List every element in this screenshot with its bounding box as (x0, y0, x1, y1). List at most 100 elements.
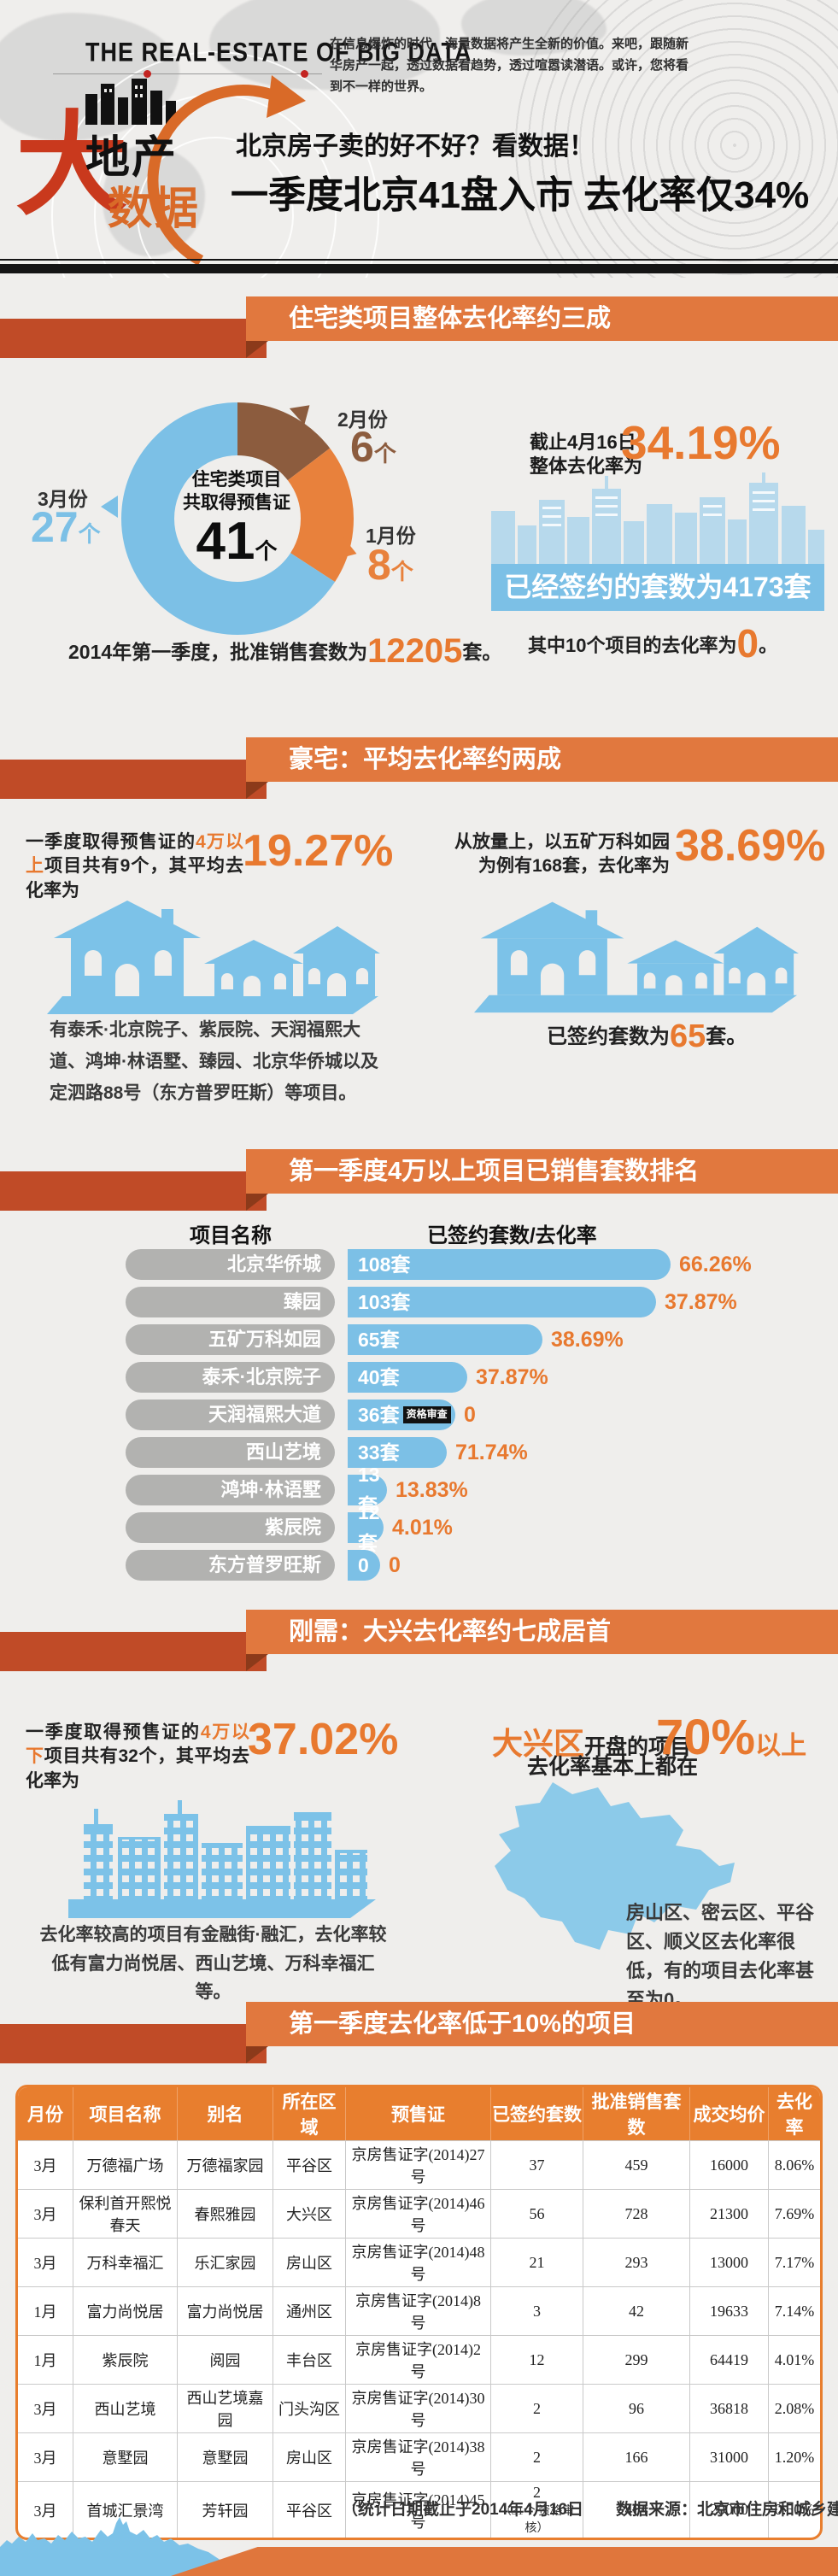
city-skyline-illustration (68, 1800, 376, 1918)
table-row: 3月 西山艺境 西山艺境嘉园 门头沟区 京房售证字(2014)30号 2 96 36818 2.… (18, 2384, 820, 2432)
table-cell: 房山区 (273, 2432, 346, 2481)
project-name-pill: 西山艺境 (126, 1437, 335, 1468)
ranking-row: 泰禾·北京院子 40套 37.87% (126, 1362, 826, 1393)
table-cell: 13000 (690, 2238, 769, 2286)
signed-units-bar: 12套 (348, 1501, 384, 1554)
approved-units-note: 2014年第一季度，批准销售套数为12205套。 (68, 632, 502, 670)
table-cell: 3月 (18, 2189, 73, 2238)
text-globe-decoration (513, 0, 838, 278)
table-cell: 万德福家园 (178, 2140, 273, 2189)
absorption-rate-label: 71.74% (455, 1440, 528, 1464)
table-cell: 富力尚悦居 (73, 2286, 178, 2335)
zero-rate-note: 其中10个项目的去化率为0。 (528, 621, 778, 666)
table-cell: 2.08% (769, 2384, 820, 2432)
ribbon-fold (246, 1194, 268, 1211)
table-cell: 通州区 (273, 2286, 346, 2335)
table-col-header: 批准销售套数 (583, 2087, 690, 2140)
table-cell: 房山区 (273, 2238, 346, 2286)
table-cell: 64419 (690, 2335, 769, 2384)
donut-slice-3月份 (121, 402, 354, 635)
table-row: 1月 紫辰院 阅园 丰台区 京房售证字(2014)2号 12 299 64419 4.01% (18, 2335, 820, 2384)
ribbon-tail (0, 760, 267, 799)
daxing-lead-line1: 大兴区开盘的项目 (492, 1726, 692, 1761)
signed-units-band: 已经签约的套数为4173套 (491, 564, 824, 611)
slice-label-feb: 2月份 (337, 408, 388, 431)
worldmap-blob (461, 0, 607, 56)
signed-units-value: 65 (670, 1018, 706, 1054)
city-buildings-icon (85, 79, 176, 125)
signed-units-bar: 40套 (348, 1362, 467, 1393)
presale-permits-donut-chart (120, 402, 355, 636)
section2-title: 豪宅：平均去化率约两成 (246, 737, 838, 782)
houses-illustration (47, 901, 380, 1014)
table-row: 1月 富力尚悦居 富力尚悦居 通州区 京房售证字(2014)8号 3 42 19633 7.14… (18, 2286, 820, 2335)
table-col-header: 月份 (18, 2087, 73, 2140)
absorption-rate-label: 66.26% (679, 1252, 752, 1276)
absorption-rate-label: 0 (464, 1402, 476, 1427)
mass-market-caption: 去化率较高的项目有金融街·融汇，去化率较低有富力尚悦居、西山艺境、万科幸福汇等。 (39, 1925, 387, 2003)
signed-units-bar: 33套 (348, 1437, 447, 1468)
donut-slice-1月份 (121, 402, 354, 635)
table-cell: 36818 (690, 2384, 769, 2432)
table-cell: 404 (583, 2481, 690, 2538)
bottom-orange-band (171, 2547, 838, 2576)
absorption-rate-label: 4.01% (392, 1515, 453, 1540)
ribbon-tail (0, 1171, 267, 1211)
section1-header-ribbon: 住宅类项目整体去化率约三成 (0, 296, 838, 360)
ribbon-fold (246, 2046, 268, 2063)
luxury-lead-text: 一季度取得预售证的4万以上项目共有9个，其平均去化率为 (26, 832, 243, 901)
ribbon-fold (246, 1654, 268, 1671)
table-cell: 意墅园 (178, 2432, 273, 2481)
table-cell: 西山艺境 (73, 2384, 178, 2432)
signed-units-bar: 0 (348, 1550, 380, 1581)
ribbon-tail (0, 1632, 267, 1671)
logo-word-bottom: 数据 (108, 185, 201, 234)
qualification-review-tag: 资格审查 (402, 1406, 451, 1423)
section3-header-ribbon: 第一季度4万以上项目已销售套数排名 (0, 1149, 838, 1212)
approved-units-value: 12205 (367, 632, 463, 670)
table-cell: 21 (491, 2238, 583, 2286)
table-cell: 乐汇家园 (178, 2238, 273, 2286)
table-cell: 8.06% (769, 2140, 820, 2189)
signed-units-label: 0 (358, 1554, 369, 1576)
low-rate-districts-caption: 房山区、密云区、平谷区、顺义区去化率很低，有的项目去化率甚至为0。 (626, 1902, 815, 2011)
table-col-header: 去化率 (769, 2087, 820, 2140)
luxury-average-rate: 19.27% (243, 826, 394, 876)
slice-pointer-mar (101, 496, 118, 518)
city-skyline-illustration (491, 472, 824, 564)
signed-units-bar: 108套 (348, 1249, 671, 1280)
logo-word-top: 地产 (85, 133, 179, 183)
table-col-header: 预售证 (346, 2087, 491, 2140)
table-cell: 0.50% (769, 2481, 820, 2538)
table-cell: 21300 (690, 2189, 769, 2238)
table-cell: 3月 (18, 2384, 73, 2432)
ranking-row: 紫辰院 12套 4.01% (126, 1501, 826, 1554)
english-masthead: THE REAL-ESTATE OF BIG DATA (85, 38, 472, 67)
slice-label-mar: 3月份 (38, 488, 88, 510)
donut-center-label: 住宅类项目 共取得预售证 41个 (183, 470, 290, 571)
circular-arrow-icon (147, 75, 306, 266)
overall-absorption-rate: 34.19% (621, 416, 781, 469)
table-cell: 2 （31个 资格审核） (491, 2481, 583, 2538)
signed-units-label: 12套 (358, 1501, 380, 1554)
ribbon-tail (0, 319, 267, 358)
project-name-pill: 臻园 (126, 1287, 335, 1317)
section1-title: 住宅类项目整体去化率约三成 (246, 296, 838, 341)
table-cell: 西山艺境嘉园 (178, 2384, 273, 2432)
red-dot-icon (301, 70, 308, 78)
ribbon-fold (246, 782, 268, 799)
table-col-header: 项目名称 (73, 2087, 178, 2140)
red-dot-icon (144, 70, 151, 78)
table-cell: 3月 (18, 2481, 73, 2538)
absorption-rate-label: 0 (389, 1552, 401, 1577)
ribbon-tail (0, 2024, 267, 2063)
section5-title: 第一季度去化率低于10%的项目 (246, 2002, 838, 2046)
table-cell: 京房售证字(2014)48号 (346, 2238, 491, 2286)
table-cell: 96 (583, 2384, 690, 2432)
table-cell: 728 (583, 2189, 690, 2238)
slice-label-jan: 1月份 (366, 525, 416, 547)
section5-header-ribbon: 第一季度去化率低于10%的项目 (0, 2002, 838, 2065)
mass-market-lead-text: 一季度取得预售证的4万以下项目共有32个，其平均去化率为 (26, 1722, 250, 1791)
table-cell: 2 (491, 2384, 583, 2432)
table-cell: 293 (583, 2238, 690, 2286)
